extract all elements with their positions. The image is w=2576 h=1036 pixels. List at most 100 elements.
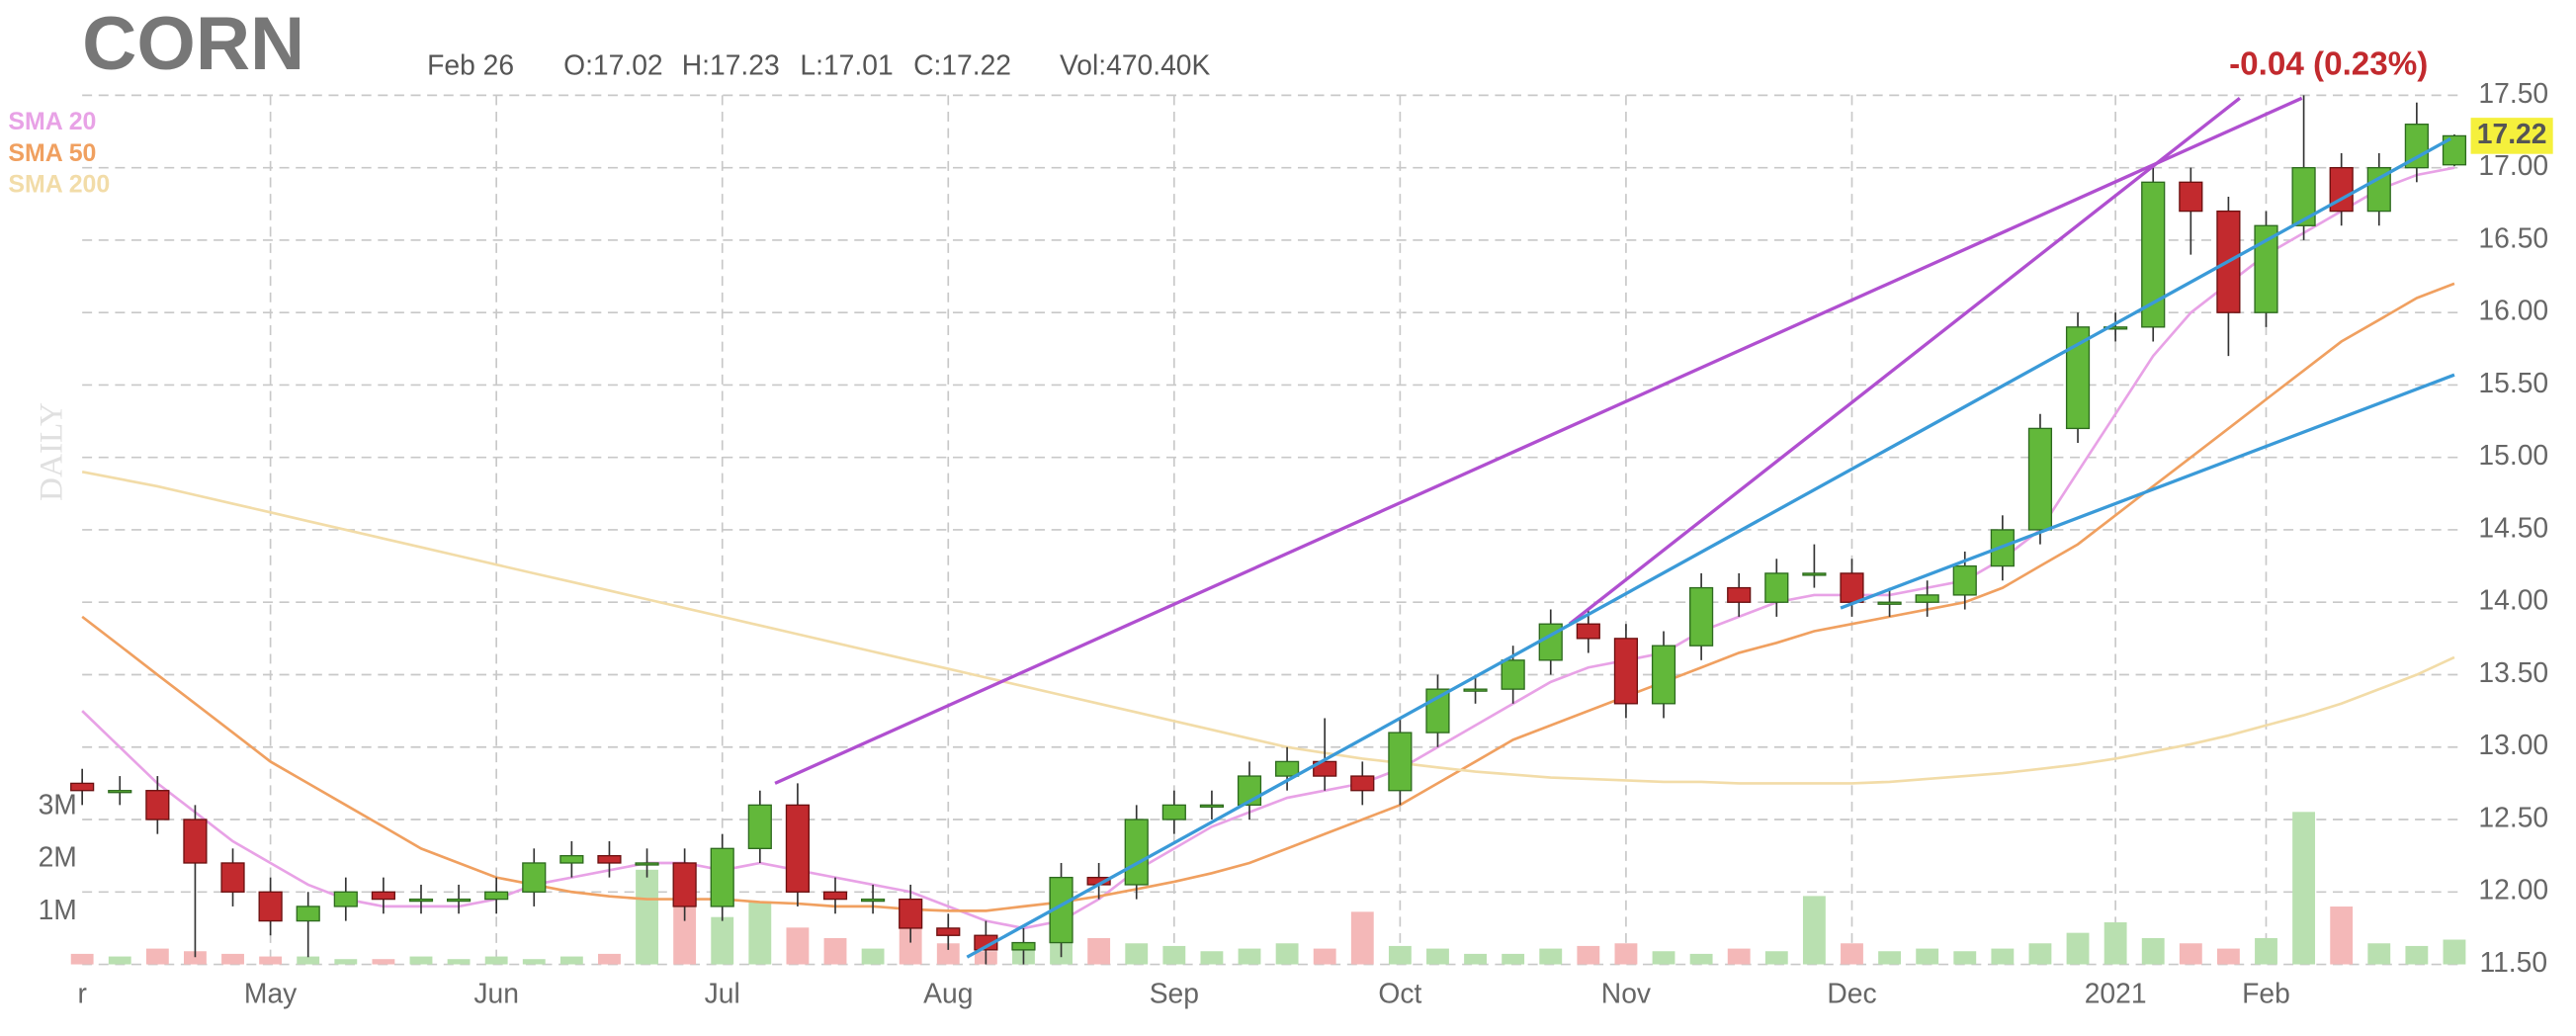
x-tick-label: Nov [1601, 978, 1652, 1009]
candle-body [333, 891, 358, 907]
volume-bar [1764, 951, 1788, 965]
candle-body [860, 898, 886, 903]
candle-body [296, 906, 320, 922]
candle-body [1350, 775, 1375, 792]
candle-body [1576, 623, 1600, 640]
volume-bar [2330, 906, 2354, 965]
volume-tick-label: 1M [39, 894, 77, 925]
volume-bar [1953, 951, 1977, 965]
volume-label: Vol:470.40K [1060, 49, 1211, 81]
candle-body [2366, 166, 2391, 213]
volume-bar [221, 953, 244, 965]
volume-bar [711, 916, 734, 965]
x-tick-label: Oct [1378, 978, 1421, 1009]
volume-bar [2367, 943, 2391, 965]
volume-bar [1464, 953, 1487, 965]
x-tick-label: Dec [1827, 978, 1876, 1009]
volume-bar [1539, 948, 1563, 965]
volume-bar [598, 953, 621, 965]
candle-body [1764, 572, 1789, 603]
volume-tick-label: 2M [39, 841, 77, 873]
volume-bar [1802, 896, 1826, 965]
volume-bar [522, 959, 546, 965]
candle-body [1275, 760, 1300, 777]
trendline-layer [774, 96, 2455, 959]
candle-body [1199, 804, 1225, 809]
volume-bar [1991, 948, 2015, 965]
y-tick-label: 13.50 [2478, 656, 2548, 688]
volume-bar [1614, 943, 1638, 965]
candle-body [1011, 941, 1036, 951]
candle-body [220, 862, 245, 893]
candle-body [2179, 181, 2203, 213]
candle-body [183, 819, 208, 864]
volume-layer [70, 812, 2466, 965]
candle-body [2065, 326, 2091, 430]
sma-line [81, 470, 2455, 785]
date-label: Feb 26 [427, 49, 514, 81]
volume-bar [259, 956, 283, 965]
high-label: H:17.23 [682, 49, 780, 81]
open-label: O:17.02 [563, 49, 663, 81]
candle-body [559, 854, 584, 864]
candle-body [1727, 586, 1752, 603]
candle-body [484, 891, 509, 901]
candle-body [446, 898, 472, 903]
candle-body [710, 847, 734, 907]
volume-bar [108, 956, 131, 965]
legend-entry: SMA 50 [8, 139, 96, 167]
grid-layer [82, 94, 2463, 966]
volume-bar [1275, 943, 1299, 965]
candle-body [1501, 659, 1525, 690]
low-label: L:17.01 [800, 49, 893, 81]
volume-bar [484, 956, 508, 965]
volume-bar [1841, 943, 1863, 965]
watermark: DAILY [34, 402, 70, 501]
y-tick-label: 12.00 [2478, 874, 2548, 906]
y-tick-label: 14.00 [2478, 584, 2548, 616]
candle-layer [70, 95, 2467, 965]
volume-bar [447, 959, 471, 965]
volume-bar [2179, 943, 2202, 965]
candle-body [1952, 564, 1977, 596]
candle-body [974, 934, 998, 951]
candle-body [2442, 134, 2467, 166]
candle-body [70, 782, 95, 792]
legend-entry: SMA 20 [8, 108, 96, 135]
candle-body [522, 862, 547, 893]
y-tick-label: 16.00 [2478, 295, 2548, 326]
y-tick-label: 17.50 [2478, 77, 2548, 109]
volume-bar [2443, 939, 2466, 965]
volume-bar [1125, 943, 1149, 965]
volume-tick-label: 3M [39, 788, 77, 820]
volume-bar [1162, 945, 1186, 965]
candle-body [597, 854, 622, 864]
volume-bar [2104, 921, 2127, 965]
x-tick-label: 2021 [2085, 978, 2147, 1009]
volume-bar [1238, 948, 1261, 965]
x-tick-label: Aug [923, 978, 973, 1009]
y-tick-label: 17.00 [2478, 149, 2548, 181]
volume-bar [936, 943, 960, 965]
candle-body [822, 891, 848, 901]
y-tick-label: 13.00 [2478, 729, 2548, 760]
sma-line [81, 166, 2455, 930]
candle-body [1651, 645, 1676, 705]
candle-body [1161, 804, 1186, 820]
volume-bar [673, 906, 697, 965]
candle-body [1877, 601, 1902, 605]
last-price-tag [2470, 118, 2553, 154]
volume-bar [1916, 948, 1939, 965]
volume-bar [1087, 937, 1111, 965]
candle-body [2404, 124, 2429, 169]
y-tick-label: 15.50 [2478, 367, 2548, 398]
candle-body [1124, 819, 1149, 886]
volume-bar [184, 951, 207, 965]
x-tick-label: May [244, 978, 298, 1009]
candle-body [258, 891, 283, 922]
candle-body [785, 804, 810, 893]
volume-bar [1350, 911, 1374, 965]
x-tick-label: r [77, 978, 86, 1009]
